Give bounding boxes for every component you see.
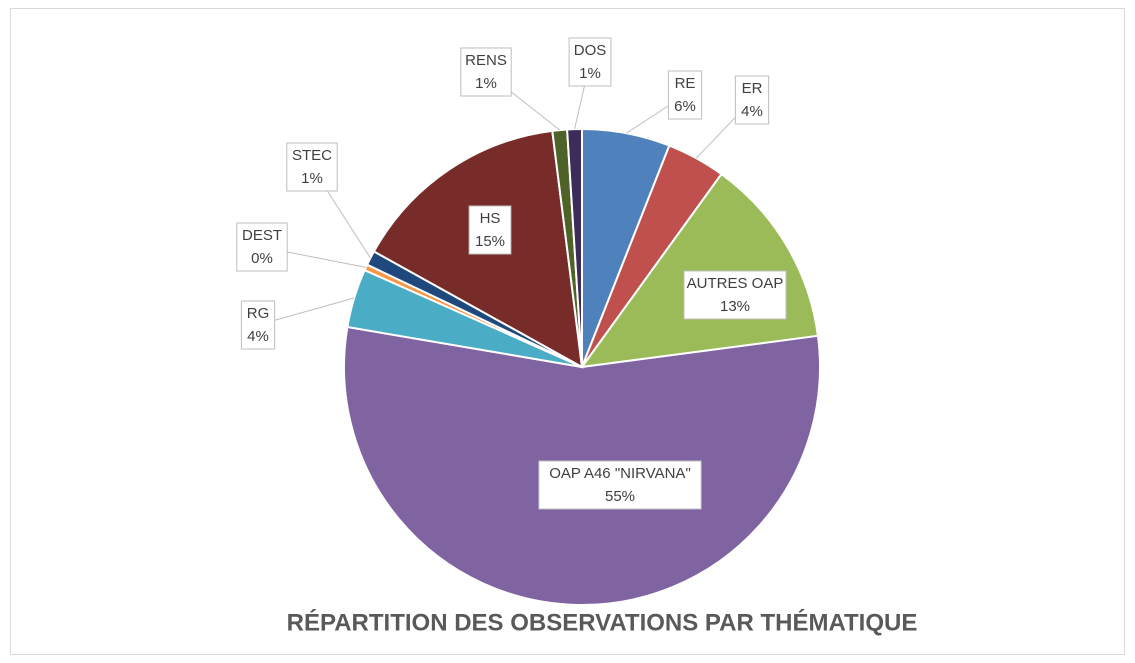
label-box	[468, 205, 512, 255]
label-box	[734, 75, 770, 125]
label-value: 4%	[247, 328, 269, 345]
label-value: 1%	[579, 65, 601, 82]
label-box	[667, 70, 703, 120]
label-box	[568, 37, 612, 87]
labels: RE 6% ER 4% AUTRES OAP 13% OAP A46 "NIRVANA" 55…	[236, 37, 787, 510]
label-name: RE	[675, 75, 696, 92]
label-box	[286, 142, 338, 192]
pie	[343, 127, 821, 606]
label-name: STEC	[292, 147, 332, 164]
label-value: 0%	[251, 250, 273, 267]
label-box	[236, 222, 288, 272]
label-box	[538, 460, 702, 510]
label-value: 4%	[741, 103, 763, 120]
label-name: DOS	[574, 42, 607, 59]
label-name: RENS	[465, 52, 507, 69]
label-name: OAP A46 "NIRVANA"	[549, 465, 691, 482]
chart-title: RÉPARTITION DES OBSERVATIONS PAR THÉMATI…	[287, 608, 918, 636]
label-value: 13%	[720, 298, 750, 315]
label-value: 1%	[301, 170, 323, 187]
label-name: AUTRES OAP	[687, 275, 784, 292]
label-value: 6%	[674, 98, 696, 115]
label-name: ER	[742, 80, 763, 97]
label-name: HS	[480, 210, 501, 227]
label-name: RG	[247, 305, 270, 322]
label-value: 1%	[475, 75, 497, 92]
label-box	[683, 270, 787, 320]
label-value: 55%	[605, 488, 635, 505]
label-box	[240, 300, 276, 350]
label-name: DEST	[242, 227, 282, 244]
label-box	[460, 47, 512, 97]
label-value: 15%	[475, 233, 505, 250]
pie-slice	[566, 127, 583, 368]
